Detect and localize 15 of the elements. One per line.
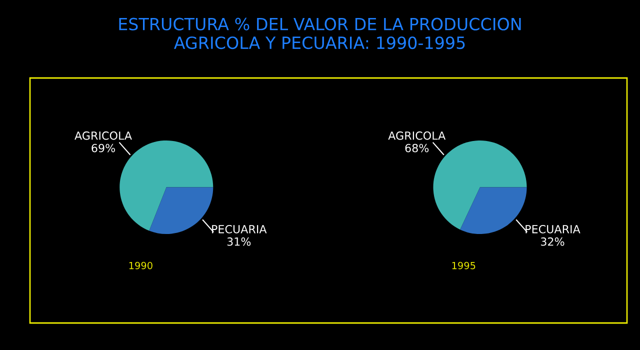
text: ESTRUCTURA % DEL VALOR DE LA PRODUCCION AGRICOLA Y PECUARIA: 1990-1995 [119,18,521,50]
slice-label: AGRICOLA [74,131,132,140]
pie-slice [460,187,527,234]
pie-slice [149,187,214,234]
slice-label: PECUARIA [526,224,580,234]
pie-slice [120,140,214,231]
slice-label: PECUARIA [212,224,267,234]
data-label: 68% [405,144,429,152]
text: 1995 [452,262,476,270]
data-label: 32% [540,237,564,246]
data-label: 31% [227,237,251,246]
data-label: 69% [92,144,115,152]
slice-label: AGRICOLA [388,131,446,140]
pie-slice [433,140,527,230]
text: 1990 [129,262,152,270]
